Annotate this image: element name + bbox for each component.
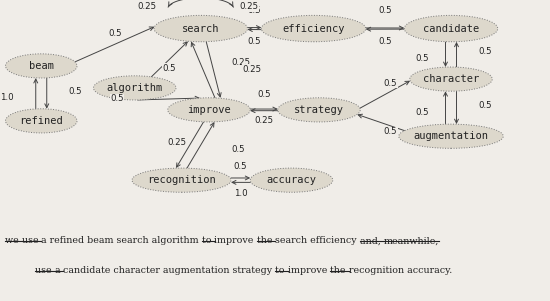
Text: strategy: strategy (294, 105, 344, 115)
Text: improve: improve (288, 266, 330, 275)
Ellipse shape (6, 109, 77, 133)
Text: to: to (202, 236, 214, 245)
Text: 0.5: 0.5 (378, 7, 392, 15)
Text: character: character (423, 74, 479, 84)
Text: search efficiency: search efficiency (276, 236, 360, 245)
Text: augmentation: augmentation (414, 131, 488, 141)
Text: algorithm: algorithm (107, 83, 163, 93)
Ellipse shape (250, 168, 333, 192)
Text: improve: improve (187, 105, 231, 115)
Ellipse shape (154, 15, 248, 42)
Text: candidate: candidate (423, 23, 479, 34)
Text: a: a (54, 266, 63, 275)
Text: beam: beam (29, 61, 54, 71)
Text: 0.5: 0.5 (478, 47, 492, 56)
Text: we: we (5, 236, 22, 245)
Text: 0.5: 0.5 (234, 163, 248, 172)
Text: 0.5: 0.5 (162, 64, 176, 73)
Text: 0.5: 0.5 (384, 127, 397, 136)
Text: 1.0: 1.0 (234, 189, 248, 198)
Text: 0.5: 0.5 (415, 54, 429, 63)
Text: 0.5: 0.5 (378, 37, 392, 46)
Text: 0.25: 0.25 (138, 2, 157, 11)
Text: 0.25: 0.25 (255, 116, 273, 125)
Text: 0.5: 0.5 (248, 7, 261, 15)
Ellipse shape (278, 98, 360, 122)
Text: 0.25: 0.25 (232, 58, 251, 67)
Text: to: to (276, 266, 288, 275)
Text: the: the (257, 236, 276, 245)
Text: improve: improve (214, 236, 257, 245)
Ellipse shape (410, 67, 492, 91)
Text: the: the (330, 266, 349, 275)
Text: refined: refined (19, 116, 63, 126)
Text: 0.25: 0.25 (168, 138, 187, 147)
Text: 0.25: 0.25 (239, 2, 258, 11)
Text: 0.5: 0.5 (248, 37, 261, 46)
Text: and,: and, (360, 236, 384, 245)
Text: 0.5: 0.5 (384, 79, 397, 88)
Text: 0.5: 0.5 (231, 145, 245, 154)
Text: search: search (182, 23, 219, 34)
Text: recognition: recognition (147, 175, 216, 185)
Text: meanwhile,: meanwhile, (384, 236, 439, 245)
Ellipse shape (6, 54, 77, 78)
Text: a refined beam search algorithm: a refined beam search algorithm (41, 236, 202, 245)
Ellipse shape (94, 76, 176, 100)
Text: 0.5: 0.5 (415, 107, 429, 116)
Text: accuracy: accuracy (267, 175, 316, 185)
Ellipse shape (168, 98, 250, 122)
Text: 0.5: 0.5 (110, 95, 124, 103)
Text: 0.5: 0.5 (257, 90, 271, 99)
Text: 1.0: 1.0 (0, 93, 14, 102)
Text: 0.5: 0.5 (69, 87, 82, 96)
Text: efficiency: efficiency (282, 23, 345, 34)
Text: 0.5: 0.5 (478, 101, 492, 110)
Text: use: use (22, 236, 41, 245)
Text: 0.25: 0.25 (243, 65, 262, 74)
Text: candidate character augmentation strategy: candidate character augmentation strateg… (63, 266, 276, 275)
Ellipse shape (132, 168, 231, 192)
Text: use: use (35, 266, 54, 275)
Ellipse shape (399, 124, 503, 148)
Text: 0.5: 0.5 (108, 29, 122, 38)
Ellipse shape (261, 15, 366, 42)
Ellipse shape (404, 15, 498, 42)
Text: recognition accuracy.: recognition accuracy. (349, 266, 452, 275)
